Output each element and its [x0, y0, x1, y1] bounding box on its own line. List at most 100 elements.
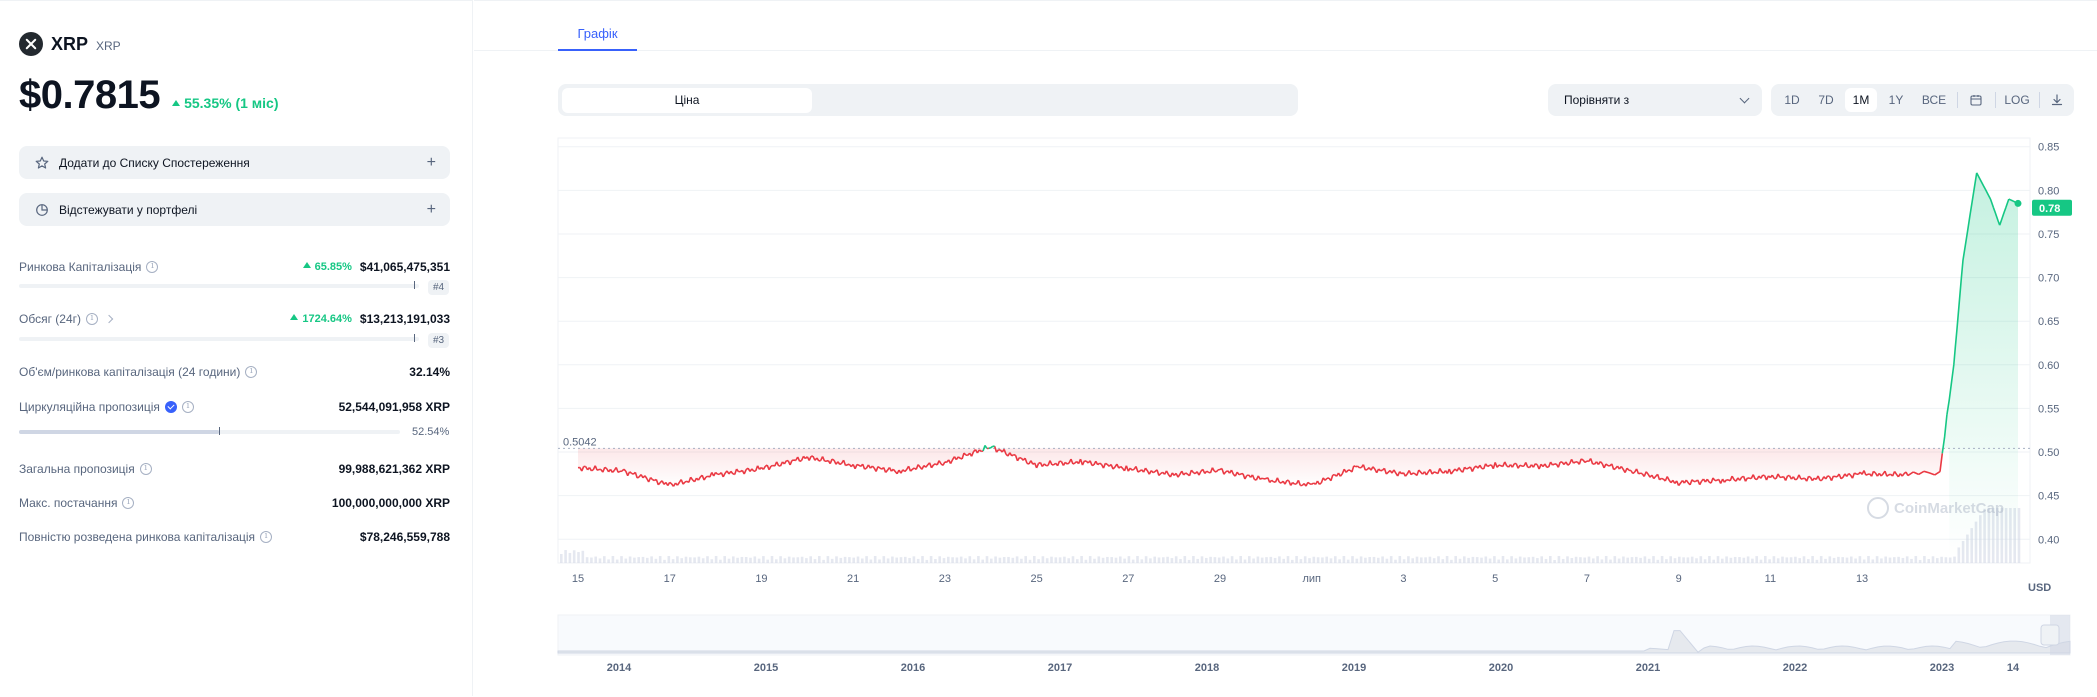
- y-tick-label: 0.50: [2038, 447, 2059, 459]
- download-button[interactable]: [2043, 88, 2071, 112]
- xrp-logo-icon: [19, 32, 43, 56]
- volume-bar: [1166, 556, 1169, 563]
- volume-bar: [560, 554, 563, 563]
- price-chart-tab[interactable]: Ціна: [562, 88, 812, 113]
- volume-bar: [955, 557, 959, 563]
- navigator-tick-label: 2014: [607, 662, 632, 674]
- add-to-watchlist-button[interactable]: Додати до Списку Спостереження +: [19, 146, 450, 179]
- volume-bar: [787, 556, 791, 563]
- navigator-tick-label: 14: [2007, 662, 2020, 674]
- range-7d-button[interactable]: 7D: [1818, 93, 1834, 107]
- info-icon[interactable]: [139, 463, 152, 475]
- y-tick-label: 0.45: [2038, 491, 2059, 503]
- price-area-below: [578, 448, 2018, 487]
- tab-chart[interactable]: Графік: [558, 21, 637, 51]
- volume-bar: [1437, 556, 1440, 563]
- volume-bar: [1484, 556, 1488, 563]
- volume-bar: [1807, 559, 1810, 563]
- volume-bar: [1850, 556, 1853, 563]
- volume-bar: [1660, 556, 1664, 563]
- volume-bar: [1269, 556, 1273, 563]
- volume-bar: [1312, 556, 1316, 563]
- track-in-portfolio-button[interactable]: Відстежувати у портфелі +: [19, 193, 450, 226]
- volume-bar: [1222, 556, 1225, 563]
- info-icon[interactable]: [181, 401, 194, 413]
- circulating-progress-fill: [19, 430, 220, 434]
- x-axis: 15 17 19 21 23 25 27 29 лип 3 5 7 9 11 13: [572, 573, 1868, 585]
- volume-bar: [1523, 557, 1526, 563]
- info-icon[interactable]: [86, 313, 98, 325]
- volume-bar: [1656, 559, 1660, 563]
- chevron-right-icon[interactable]: [104, 314, 114, 324]
- market-cap-row: Ринкова Капіталізація 65.85% $41,065,475…: [19, 260, 450, 274]
- pie-chart-icon: [35, 203, 49, 217]
- range-1m-button[interactable]: 1M: [1845, 88, 1877, 112]
- volume-bar: [1604, 556, 1608, 563]
- price-chart[interactable]: 0.5042 0.850.800.750.700.650.600.550.500…: [474, 1, 2097, 697]
- volume-row: Обсяг (24г) 1724.64% $13,213,191,033: [19, 312, 450, 326]
- volume-bar: [701, 558, 705, 563]
- range-divider: [1957, 92, 1958, 108]
- volume-bar: [620, 556, 623, 563]
- volume-bar: [723, 556, 726, 563]
- volume-bar: [572, 550, 576, 563]
- navigator[interactable]: [557, 614, 2071, 656]
- volume-bar: [1424, 557, 1427, 563]
- x-tick-label: 29: [1214, 573, 1226, 585]
- volume-bar: [1041, 556, 1045, 563]
- y-tick-label: 0.55: [2038, 403, 2059, 415]
- info-icon[interactable]: [260, 531, 273, 543]
- volume-bar: [667, 556, 671, 563]
- volume-bar: [658, 556, 662, 563]
- volume-bar: [1695, 558, 1698, 563]
- volume-bar: [714, 556, 718, 563]
- volume-bar: [1858, 556, 1862, 563]
- volume-bar: [1557, 556, 1561, 563]
- circulating-label-text: Циркуляційна пропозиція: [19, 400, 160, 414]
- range-1y-button[interactable]: 1Y: [1888, 93, 1904, 107]
- volume-bar: [891, 556, 894, 563]
- volume-value: $13,213,191,033: [359, 312, 450, 326]
- volume-bar: [1174, 556, 1178, 563]
- volume-bar: [1609, 559, 1612, 563]
- info-icon[interactable]: [245, 366, 258, 378]
- volume-bar: [757, 558, 761, 563]
- volume-bar: [1488, 558, 1492, 563]
- fdv-value: $78,246,559,788: [359, 530, 450, 544]
- volume-bar: [1708, 556, 1711, 563]
- volume-bar: [1110, 557, 1113, 563]
- verified-icon: [164, 401, 177, 413]
- navigator-handle[interactable]: [2040, 624, 2060, 646]
- volume-bar: [577, 552, 580, 563]
- volume-bar: [1665, 559, 1668, 563]
- chart-panel: Графік Ціна Порівняти з 1D 7D 1M 1Y ВСЕ …: [474, 0, 2097, 696]
- date-range-button[interactable]: [1961, 88, 1991, 112]
- volume-bar: [959, 556, 963, 563]
- volume-bar: [921, 556, 924, 563]
- current-price-badge: [2032, 199, 2072, 216]
- range-all-button[interactable]: ВСЕ: [1921, 93, 1947, 107]
- volume-bar: [792, 557, 795, 563]
- volume-bar: [1205, 557, 1208, 563]
- range-1d-button[interactable]: 1D: [1784, 93, 1800, 107]
- volume-bar: [1493, 556, 1496, 563]
- volume-bar: [1149, 558, 1152, 563]
- log-scale-button[interactable]: LOG: [2004, 93, 2030, 107]
- volume-bar: [800, 556, 804, 563]
- volume-bar: [1381, 556, 1384, 563]
- volume-bar: [830, 558, 834, 563]
- info-icon[interactable]: [146, 261, 159, 273]
- volume-bar: [1020, 558, 1023, 563]
- volume-bar: [1824, 558, 1827, 563]
- volume-bar: [1131, 559, 1135, 563]
- volume-bar: [861, 558, 864, 563]
- compare-dropdown[interactable]: Порівняти з: [1548, 84, 1762, 116]
- info-icon[interactable]: [122, 497, 135, 509]
- volume-bar: [1252, 558, 1255, 563]
- volume-bar: [1746, 556, 1750, 563]
- x-tick-label: 27: [1122, 573, 1134, 585]
- market-cap-rank-bar: [19, 284, 419, 288]
- volume-bar: [1334, 556, 1337, 563]
- volume-bar: [1071, 556, 1075, 563]
- volume-bar: [994, 556, 997, 563]
